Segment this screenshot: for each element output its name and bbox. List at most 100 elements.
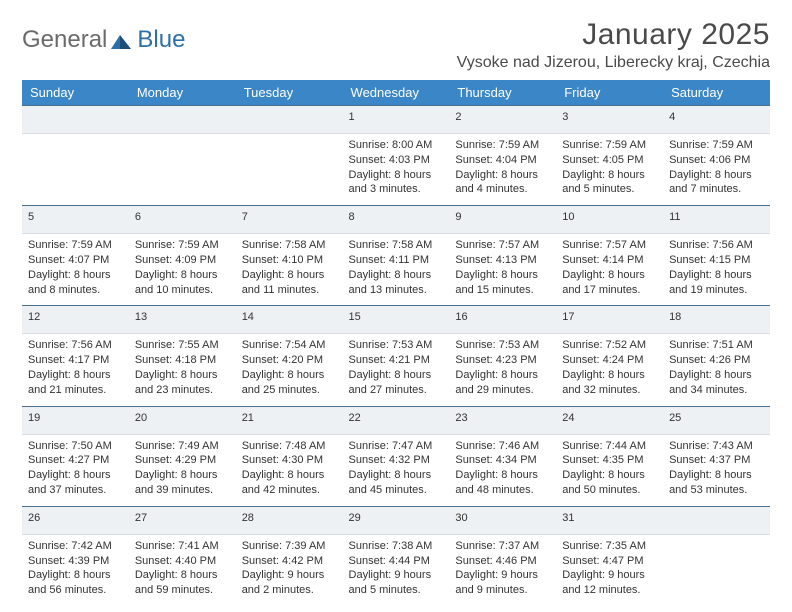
sunrise-text: Sunrise: 7:50 AM xyxy=(28,439,123,454)
day-number-cell: 6 xyxy=(129,206,236,234)
sunrise-text: Sunrise: 7:44 AM xyxy=(562,439,657,454)
sunrise-text: Sunrise: 7:51 AM xyxy=(669,338,764,353)
sunset-text: Sunset: 4:29 PM xyxy=(135,453,230,468)
daylight-line1: Daylight: 8 hours xyxy=(455,268,550,283)
daylight-line1: Daylight: 8 hours xyxy=(669,168,764,183)
sunset-text: Sunset: 4:10 PM xyxy=(242,253,337,268)
sunrise-text: Sunrise: 7:52 AM xyxy=(562,338,657,353)
daylight-line1: Daylight: 8 hours xyxy=(349,168,444,183)
daylight-line1: Daylight: 8 hours xyxy=(242,368,337,383)
sunrise-text: Sunrise: 7:37 AM xyxy=(455,539,550,554)
daynum-row: 12131415161718 xyxy=(22,306,770,334)
brand-part2: Blue xyxy=(137,26,185,54)
day-detail-cell: Sunrise: 7:50 AMSunset: 4:27 PMDaylight:… xyxy=(22,434,129,506)
daylight-line1: Daylight: 8 hours xyxy=(135,468,230,483)
day-detail-cell: Sunrise: 7:56 AMSunset: 4:17 PMDaylight:… xyxy=(22,334,129,406)
day-number-cell: 10 xyxy=(556,206,663,234)
day-number-cell: 5 xyxy=(22,206,129,234)
daylight-line1: Daylight: 8 hours xyxy=(349,468,444,483)
day-detail-cell xyxy=(236,133,343,205)
day-number-cell: 7 xyxy=(236,206,343,234)
day-number-cell: 3 xyxy=(556,106,663,134)
day-detail-cell: Sunrise: 7:59 AMSunset: 4:06 PMDaylight:… xyxy=(663,133,770,205)
daylight-line1: Daylight: 8 hours xyxy=(349,368,444,383)
day-number-cell: 11 xyxy=(663,206,770,234)
sunset-text: Sunset: 4:39 PM xyxy=(28,554,123,569)
day-detail-cell: Sunrise: 7:52 AMSunset: 4:24 PMDaylight:… xyxy=(556,334,663,406)
daylight-line1: Daylight: 8 hours xyxy=(242,468,337,483)
day-detail-cell: Sunrise: 7:44 AMSunset: 4:35 PMDaylight:… xyxy=(556,434,663,506)
calendar-table: SundayMondayTuesdayWednesdayThursdayFrid… xyxy=(22,80,770,606)
day-number-cell: 26 xyxy=(22,506,129,534)
daylight-line1: Daylight: 8 hours xyxy=(455,168,550,183)
sunrise-text: Sunrise: 7:39 AM xyxy=(242,539,337,554)
sunrise-text: Sunrise: 7:41 AM xyxy=(135,539,230,554)
day-detail-cell: Sunrise: 7:41 AMSunset: 4:40 PMDaylight:… xyxy=(129,534,236,606)
daylight-line1: Daylight: 8 hours xyxy=(669,368,764,383)
daylight-line2: and 13 minutes. xyxy=(349,283,444,298)
daylight-line1: Daylight: 9 hours xyxy=(349,568,444,583)
daylight-line2: and 17 minutes. xyxy=(562,283,657,298)
sunset-text: Sunset: 4:23 PM xyxy=(455,353,550,368)
brand-mark-icon xyxy=(111,30,133,50)
sunrise-text: Sunrise: 7:54 AM xyxy=(242,338,337,353)
day-detail-cell: Sunrise: 7:53 AMSunset: 4:21 PMDaylight:… xyxy=(343,334,450,406)
day-number-cell: 25 xyxy=(663,406,770,434)
daylight-line2: and 4 minutes. xyxy=(455,182,550,197)
detail-row: Sunrise: 7:59 AMSunset: 4:07 PMDaylight:… xyxy=(22,234,770,306)
sunrise-text: Sunrise: 7:46 AM xyxy=(455,439,550,454)
sunrise-text: Sunrise: 7:53 AM xyxy=(455,338,550,353)
sunrise-text: Sunrise: 7:56 AM xyxy=(28,338,123,353)
daylight-line1: Daylight: 9 hours xyxy=(562,568,657,583)
daylight-line1: Daylight: 8 hours xyxy=(669,468,764,483)
day-number-cell: 21 xyxy=(236,406,343,434)
sunrise-text: Sunrise: 7:55 AM xyxy=(135,338,230,353)
daylight-line2: and 56 minutes. xyxy=(28,583,123,598)
daylight-line2: and 37 minutes. xyxy=(28,483,123,498)
sunset-text: Sunset: 4:37 PM xyxy=(669,453,764,468)
detail-row: Sunrise: 8:00 AMSunset: 4:03 PMDaylight:… xyxy=(22,133,770,205)
sunset-text: Sunset: 4:46 PM xyxy=(455,554,550,569)
sunset-text: Sunset: 4:15 PM xyxy=(669,253,764,268)
day-detail-cell: Sunrise: 7:54 AMSunset: 4:20 PMDaylight:… xyxy=(236,334,343,406)
day-detail-cell: Sunrise: 7:39 AMSunset: 4:42 PMDaylight:… xyxy=(236,534,343,606)
day-number-cell: 17 xyxy=(556,306,663,334)
day-detail-cell: Sunrise: 7:59 AMSunset: 4:07 PMDaylight:… xyxy=(22,234,129,306)
daynum-row: 19202122232425 xyxy=(22,406,770,434)
day-header: Friday xyxy=(556,80,663,106)
day-number-cell: 31 xyxy=(556,506,663,534)
sunset-text: Sunset: 4:26 PM xyxy=(669,353,764,368)
header: General Blue January 2025 Vysoke nad Jiz… xyxy=(22,18,770,72)
day-header: Wednesday xyxy=(343,80,450,106)
day-detail-cell xyxy=(663,534,770,606)
day-header: Thursday xyxy=(449,80,556,106)
location-text: Vysoke nad Jizerou, Liberecky kraj, Czec… xyxy=(457,54,770,72)
day-number-cell: 24 xyxy=(556,406,663,434)
daylight-line2: and 53 minutes. xyxy=(669,483,764,498)
day-number-cell: 13 xyxy=(129,306,236,334)
day-header: Saturday xyxy=(663,80,770,106)
day-detail-cell: Sunrise: 7:46 AMSunset: 4:34 PMDaylight:… xyxy=(449,434,556,506)
sunset-text: Sunset: 4:27 PM xyxy=(28,453,123,468)
sunrise-text: Sunrise: 7:38 AM xyxy=(349,539,444,554)
daylight-line2: and 8 minutes. xyxy=(28,283,123,298)
sunset-text: Sunset: 4:09 PM xyxy=(135,253,230,268)
day-number-cell: 28 xyxy=(236,506,343,534)
sunset-text: Sunset: 4:18 PM xyxy=(135,353,230,368)
sunset-text: Sunset: 4:05 PM xyxy=(562,153,657,168)
sunrise-text: Sunrise: 7:58 AM xyxy=(349,238,444,253)
detail-row: Sunrise: 7:50 AMSunset: 4:27 PM Daylight:… xyxy=(22,434,770,506)
detail-row: Sunrise: 7:56 AMSunset: 4:17 PMDaylight:… xyxy=(22,334,770,406)
sunrise-text: Sunrise: 7:53 AM xyxy=(349,338,444,353)
day-detail-cell: Sunrise: 7:59 AMSunset: 4:04 PMDaylight:… xyxy=(449,133,556,205)
daylight-line2: and 27 minutes. xyxy=(349,383,444,398)
calendar-body: 1234Sunrise: 8:00 AMSunset: 4:03 PMDayli… xyxy=(22,106,770,607)
sunset-text: Sunset: 4:44 PM xyxy=(349,554,444,569)
daylight-line2: and 12 minutes. xyxy=(562,583,657,598)
brand-logo: General Blue xyxy=(22,18,185,54)
daylight-line1: Daylight: 8 hours xyxy=(28,268,123,283)
day-number-cell: 30 xyxy=(449,506,556,534)
day-number-cell: 8 xyxy=(343,206,450,234)
day-detail-cell: Sunrise: 7:53 AMSunset: 4:23 PMDaylight:… xyxy=(449,334,556,406)
day-detail-cell: Sunrise: 7:59 AMSunset: 4:09 PMDaylight:… xyxy=(129,234,236,306)
